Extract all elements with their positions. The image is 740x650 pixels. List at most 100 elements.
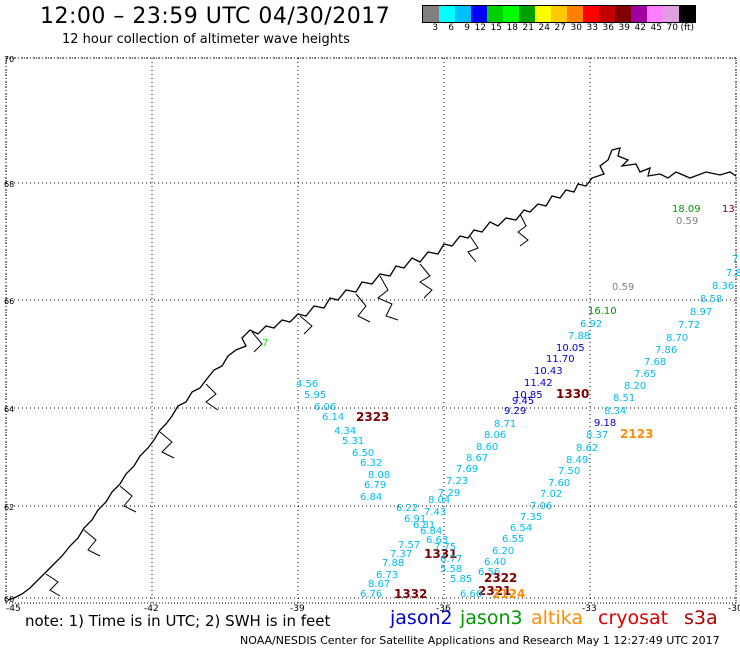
- longitude-label: -30: [728, 604, 740, 614]
- wave-height-label: 6.40: [484, 557, 506, 568]
- wave-height-label: 8.71: [494, 419, 516, 430]
- wave-height-label: 13: [722, 204, 735, 215]
- latitude-label: 68: [4, 180, 14, 189]
- wave-height-label: 8.20: [624, 381, 646, 392]
- color-scale-label: 27: [554, 23, 566, 33]
- color-swatch-6: [519, 6, 535, 22]
- wave-height-label: 7.43: [424, 507, 446, 518]
- wave-height-label: 10.43: [534, 366, 563, 377]
- longitude-label: -39: [290, 604, 305, 614]
- wave-height-label: 7.06: [530, 501, 552, 512]
- greenland-coastline-detail: [45, 213, 529, 597]
- wave-height-label: 6.20: [492, 546, 514, 557]
- wave-height-label: 1331: [424, 547, 457, 561]
- color-scale-label: 45: [650, 23, 662, 33]
- wave-height-label: 8.49: [566, 455, 588, 466]
- wave-height-label: 6.84: [360, 492, 382, 503]
- lat-lon-grid: [5, 57, 737, 603]
- latitude-label: 60: [4, 595, 14, 604]
- wave-height-label: 7.02: [540, 489, 562, 500]
- wave-height-label: 7.88: [382, 558, 404, 569]
- legend-jason2: jason2: [390, 607, 453, 629]
- greenland-coastline: [7, 147, 737, 601]
- wave-height-label: 6.92: [580, 319, 602, 330]
- color-scale-bar: [422, 5, 696, 23]
- wave-height-label: 8.06: [484, 430, 506, 441]
- wave-height-label: 10.05: [556, 343, 585, 354]
- wave-height-label: 4.34: [334, 426, 356, 437]
- color-swatch-1: [439, 6, 455, 22]
- color-scale-label: 39: [618, 23, 630, 33]
- wave-height-label: 7.75: [434, 542, 456, 553]
- wave-height-label: 7.29: [438, 488, 460, 499]
- color-swatch-7: [535, 6, 551, 22]
- wave-height-label: 8.37: [586, 430, 608, 441]
- color-swatch-4: [487, 6, 503, 22]
- wave-height-label: 8.60: [476, 442, 498, 453]
- wave-height-label: 6.79: [364, 480, 386, 491]
- wave-height-label: 5.31: [342, 436, 364, 447]
- wave-height-label: 6.73: [376, 570, 398, 581]
- wave-height-label: 8.34: [604, 406, 626, 417]
- color-swatch-11: [599, 6, 615, 22]
- color-scale-label: 6: [448, 23, 454, 33]
- wave-height-label: 2322: [484, 571, 517, 585]
- latitude-label: 62: [4, 503, 14, 512]
- wave-height-label: 7: [262, 338, 268, 349]
- wave-height-label: 6.32: [360, 458, 382, 469]
- wave-height-label: 6.14: [322, 412, 344, 423]
- wave-height-label: 2321: [478, 584, 511, 598]
- wave-height-label: 0.59: [676, 216, 698, 227]
- map-subtitle: 12 hour collection of altimeter wave hei…: [62, 32, 350, 47]
- color-swatch-14: [647, 6, 663, 22]
- color-swatch-0: [423, 6, 439, 22]
- color-swatch-2: [455, 6, 471, 22]
- latitude-label: 70: [4, 55, 14, 64]
- footer-note: note: 1) Time is in UTC; 2) SWH is in fe…: [25, 612, 331, 630]
- legend-s3a: s3a: [684, 607, 718, 629]
- legend-cryosat: cryosat: [598, 607, 669, 629]
- wave-height-label: 8.70: [666, 333, 688, 344]
- wave-height-label: 6.91: [404, 514, 426, 525]
- longitude-label: -45: [6, 604, 21, 614]
- wave-height-label: 6.06: [314, 402, 336, 413]
- wave-height-label: 7.23: [446, 476, 468, 487]
- wave-height-label: 8.58: [700, 294, 722, 305]
- wave-height-label: 9.29: [504, 406, 526, 417]
- color-scale-label: 9: [464, 23, 470, 33]
- wave-height-label: 8.62: [576, 443, 598, 454]
- color-swatch-13: [631, 6, 647, 22]
- color-swatch-15: [663, 6, 679, 22]
- color-scale-label: (ft): [680, 23, 694, 33]
- wave-height-label: 7.50: [558, 466, 580, 477]
- color-swatch-10: [583, 6, 599, 22]
- wave-height-label: 9.18: [594, 418, 616, 429]
- wave-height-label: 4.56: [296, 379, 318, 390]
- wave-height-label: 8.04: [428, 495, 450, 506]
- color-scale-label: 18: [506, 23, 518, 33]
- wave-height-label: 7.72: [678, 320, 700, 331]
- color-swatch-16: [679, 6, 695, 22]
- wave-height-label: 6.76: [360, 589, 382, 600]
- wave-height-label: 7.69: [456, 464, 478, 475]
- wave-height-label: 7.57: [398, 540, 420, 551]
- wave-height-label: 7.37: [390, 549, 412, 560]
- wave-height-label: 1332: [394, 587, 427, 601]
- color-swatch-8: [551, 6, 567, 22]
- wave-height-labels: 18.09 130.590.5977.88.368.588.977.728.707…: [262, 204, 740, 601]
- wave-height-label: 7.86: [655, 345, 677, 356]
- wave-height-label: 2124: [492, 587, 525, 601]
- footer-credit: NOAA/NESDIS Center for Satellite Applica…: [240, 634, 720, 647]
- wave-height-label: 7.8: [726, 268, 740, 279]
- color-scale-label: 3: [432, 23, 438, 33]
- color-scale-label: 24: [538, 23, 550, 33]
- wave-height-label: 2323: [356, 410, 389, 424]
- wave-height-label: 2123: [620, 427, 653, 441]
- map-frame: [5, 57, 737, 604]
- wave-height-label: 7.68: [644, 357, 666, 368]
- wave-height-label: 5.58: [440, 564, 462, 575]
- wave-height-label: 0.59: [612, 282, 634, 293]
- color-scale-label: 70: [666, 23, 678, 33]
- wave-height-label: 7: [732, 254, 738, 265]
